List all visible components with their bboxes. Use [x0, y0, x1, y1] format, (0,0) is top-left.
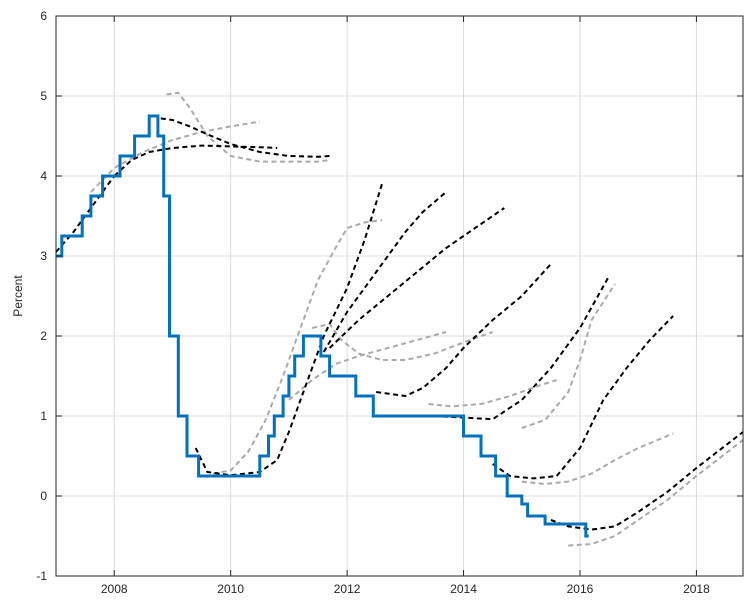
- black-forecast-line: [550, 431, 744, 531]
- x-tick-label: 2012: [334, 582, 361, 596]
- gray-forecast-line: [166, 91, 330, 163]
- x-tick-label: 2014: [450, 582, 477, 596]
- black-forecast-line: [328, 207, 505, 349]
- black-forecast-line: [113, 144, 278, 177]
- black-forecast-line: [322, 191, 447, 353]
- black-forecast-line: [492, 315, 674, 480]
- x-tick-label: 2010: [217, 582, 244, 596]
- y-tick-label: 0: [40, 489, 47, 503]
- y-tick-label: 3: [40, 249, 47, 263]
- y-tick-label: 5: [40, 89, 47, 103]
- black-forecast-line: [194, 183, 383, 477]
- x-axis: 2008 2010 2012 2014 2016 2018: [101, 16, 710, 596]
- actual-series: [56, 114, 589, 538]
- y-tick-label: 4: [40, 169, 47, 183]
- x-tick-label: 2016: [567, 582, 594, 596]
- y-axis: -1 0 1 2 3 4 5 6: [36, 9, 743, 583]
- black-forecasts: [55, 117, 744, 531]
- gray-forecast-line: [521, 283, 616, 429]
- gray-forecast-line: [90, 120, 260, 193]
- x-tick-label: 2008: [101, 582, 128, 596]
- black-forecast-line: [55, 175, 116, 253]
- gray-forecast-line: [568, 439, 744, 547]
- gray-forecast-line: [428, 379, 558, 408]
- gray-forecast-line: [521, 432, 674, 486]
- black-forecast-line: [434, 275, 610, 421]
- grid: [56, 15, 743, 577]
- x-tick-label: 2018: [683, 582, 710, 596]
- gray-forecast-line: [311, 322, 494, 361]
- axes-box: [55, 15, 744, 577]
- y-tick-label: 1: [40, 409, 47, 423]
- y-axis-label: Percent: [11, 275, 25, 317]
- gray-forecast-line: [288, 331, 447, 401]
- gray-forecast-line: [213, 219, 383, 475]
- y-tick-label: 6: [40, 9, 47, 23]
- black-forecast-line: [160, 117, 330, 158]
- gray-forecasts: [90, 91, 744, 547]
- y-tick-label: 2: [40, 329, 47, 343]
- actual-rate-line: [56, 114, 589, 538]
- y-tick-label: -1: [36, 569, 47, 583]
